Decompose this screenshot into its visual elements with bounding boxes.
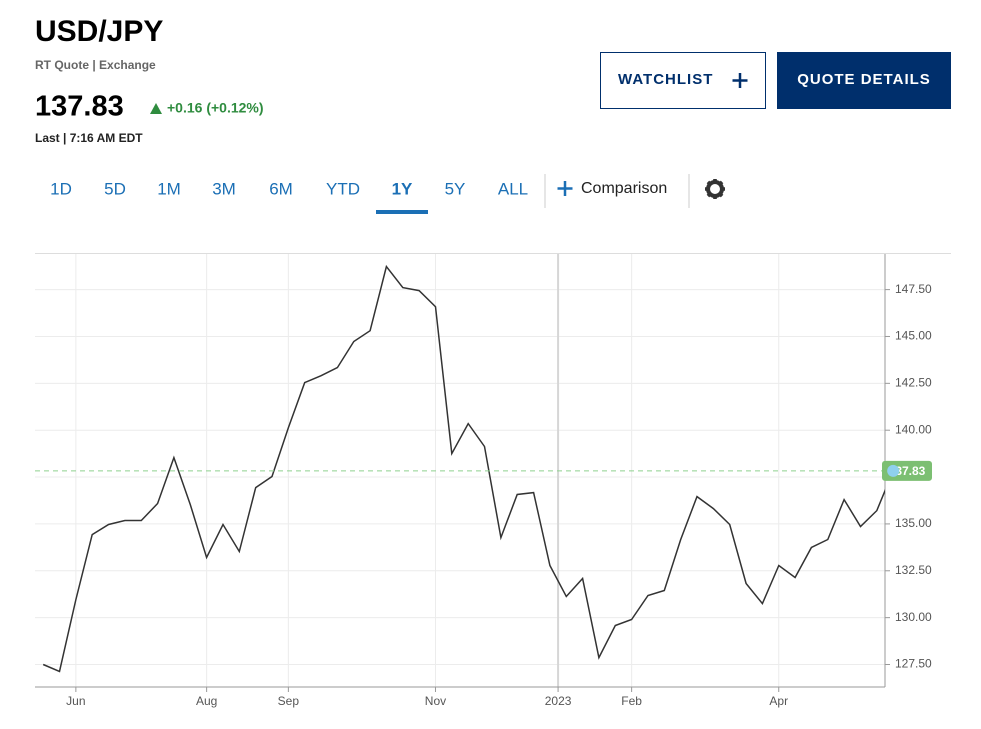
x-tick-label: Aug bbox=[196, 694, 217, 708]
price: 137.83 bbox=[35, 91, 124, 123]
settings-icon[interactable] bbox=[705, 179, 725, 199]
plus-icon[interactable] bbox=[732, 73, 748, 88]
source: RT Quote | Exchange bbox=[35, 58, 156, 72]
gear-teeth[interactable] bbox=[706, 180, 724, 198]
tab[interactable]: 1D bbox=[50, 179, 72, 198]
tab[interactable]: 1Y bbox=[392, 179, 413, 198]
tab[interactable]: 5D bbox=[104, 179, 126, 198]
tab-underline bbox=[376, 210, 428, 214]
y-tick-label: 145.00 bbox=[895, 329, 932, 343]
price-line bbox=[42, 264, 885, 673]
tab[interactable]: 3M bbox=[212, 179, 236, 198]
tab[interactable]: 5Y bbox=[445, 179, 466, 198]
x-tick-label: 2023 bbox=[545, 694, 572, 708]
x-tick-label: Nov bbox=[425, 694, 446, 708]
y-tick-label: 127.50 bbox=[895, 657, 932, 671]
change: +0.16 (+0.12%) bbox=[167, 100, 264, 116]
last-point bbox=[887, 464, 900, 477]
symbol: USD/JPY bbox=[35, 15, 163, 48]
y-tick-label: 130.00 bbox=[895, 610, 932, 624]
quote-details-button[interactable] bbox=[777, 52, 951, 109]
x-tick-label: Apr bbox=[769, 694, 788, 708]
quote-details-label[interactable]: QUOTE DETAILS bbox=[797, 71, 931, 88]
gear-teeth[interactable] bbox=[706, 180, 724, 198]
tab[interactable]: ALL bbox=[498, 179, 528, 198]
gear-teeth[interactable] bbox=[705, 179, 725, 199]
tab[interactable]: 6M bbox=[269, 179, 293, 198]
y-tick-label: 140.00 bbox=[895, 422, 932, 436]
tab[interactable]: YTD bbox=[326, 179, 360, 198]
watchlist-label[interactable]: WATCHLIST bbox=[618, 71, 713, 88]
tab[interactable]: 1M bbox=[157, 179, 181, 198]
up-arrow bbox=[150, 103, 162, 114]
y-tick-label: 135.00 bbox=[895, 516, 932, 530]
last-time: Last | 7:16 AM EDT bbox=[35, 131, 143, 145]
comparison[interactable]: Comparison bbox=[581, 180, 667, 197]
y-tick-label: 132.50 bbox=[895, 563, 932, 577]
plus-icon[interactable] bbox=[557, 181, 573, 196]
x-tick-label: Sep bbox=[278, 694, 300, 708]
y-tick-label: 147.50 bbox=[895, 282, 932, 296]
x-tick-label: Feb bbox=[621, 694, 642, 708]
x-tick-label: Jun bbox=[66, 694, 85, 708]
y-tick-label: 142.50 bbox=[895, 376, 932, 390]
